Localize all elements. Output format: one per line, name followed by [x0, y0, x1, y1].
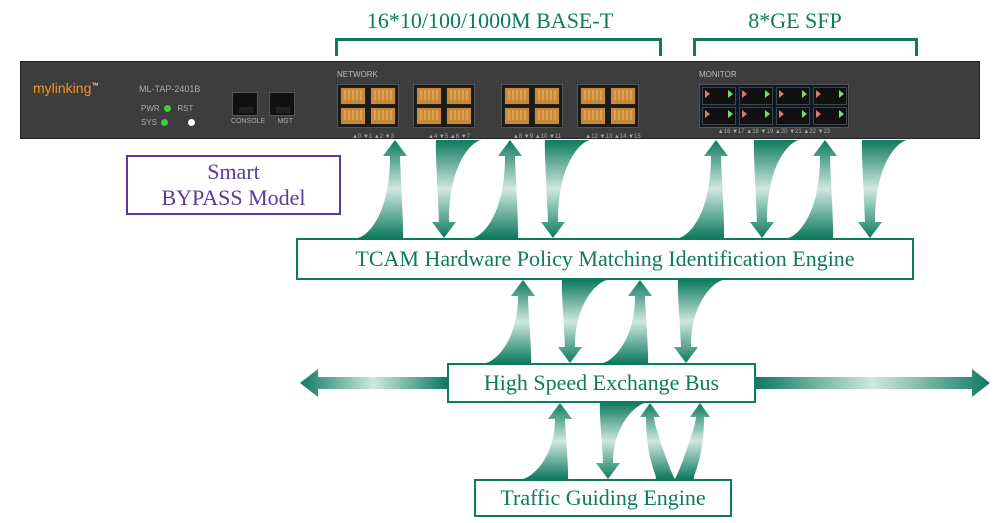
brand-logo: mylinking™	[33, 80, 98, 96]
portnums-1: ▲4 ▼5 ▲6 ▼7	[413, 134, 485, 140]
rj45-quad-2	[501, 84, 563, 128]
baset-label: 16*10/100/1000M BASE-T	[340, 8, 640, 34]
sfp-block-wrap: ▲16 ▼17 ▲18 ▼19 ▲20 ▼21 ▲22 ▼23	[699, 84, 849, 135]
led-rst	[188, 119, 195, 126]
led-pwr-label: PWR	[141, 104, 160, 113]
console-label: CONSOLE	[231, 118, 265, 125]
monitor-section-label: MONITOR	[699, 70, 737, 79]
portnums-2: ▲8 ▼9 ▲10 ▼11	[501, 134, 573, 140]
console-port	[232, 92, 258, 116]
rj45-quad-0	[337, 84, 399, 128]
tcam-box: TCAM Hardware Policy Matching Identifica…	[296, 238, 914, 280]
traffic-box: Traffic Guiding Engine	[474, 479, 732, 517]
bypass-box: Smart BYPASS Model	[126, 155, 341, 215]
sfp-label: 8*GE SFP	[730, 8, 860, 34]
led-sys-label: SYS	[141, 118, 157, 127]
brand-text: mylinking	[33, 80, 91, 96]
rj45-quad-1	[413, 84, 475, 128]
mgt-label: MGT	[269, 118, 301, 125]
sfp-nums: ▲16 ▼17 ▲18 ▼19 ▲20 ▼21 ▲22 ▼23	[699, 129, 849, 135]
brand-tm: ™	[91, 82, 98, 89]
network-switch-device: mylinking™ ML-TAP-2401B PWR RST SYS CONS…	[20, 61, 980, 139]
sfp-bracket	[693, 38, 918, 56]
mgt-port	[269, 92, 295, 116]
portnums-3: ▲12 ▼13 ▲14 ▼15	[577, 134, 649, 140]
baset-bracket	[335, 38, 662, 56]
model-number: ML-TAP-2401B	[139, 84, 200, 94]
mgmt-ports: CONSOLE MGT	[231, 92, 301, 128]
status-leds: PWR RST SYS	[141, 102, 195, 130]
portnums-0: ▲0 ▼1 ▲2 ▼3	[337, 134, 409, 140]
network-section-label: NETWORK	[337, 70, 378, 79]
rj45-quad-3	[577, 84, 639, 128]
rj45-portgroup: ▲0 ▼1 ▲2 ▼3 ▲4 ▼5 ▲6 ▼7 ▲8 ▼9 ▲10 ▼11 ▲1…	[337, 84, 649, 143]
sfp-block	[699, 84, 849, 128]
led-sys	[161, 119, 168, 126]
led-pwr	[164, 105, 171, 112]
led-rst-label: RST	[177, 104, 193, 113]
bus-box: High Speed Exchange Bus	[447, 363, 756, 403]
